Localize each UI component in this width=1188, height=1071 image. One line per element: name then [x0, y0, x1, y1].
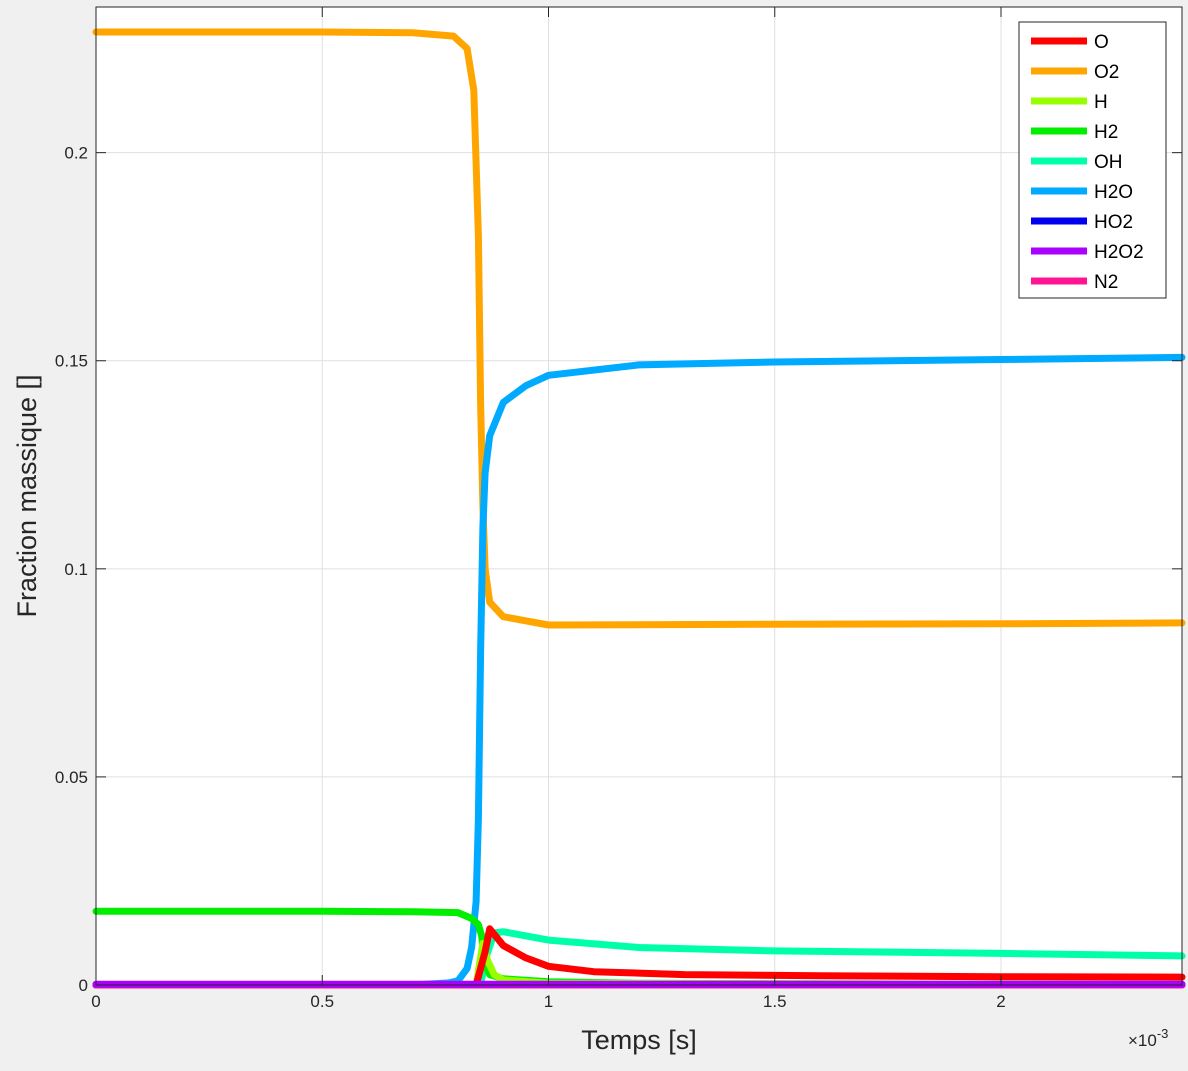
- y-tick-label: 0.05: [55, 768, 88, 787]
- y-tick-label: 0.2: [64, 144, 88, 163]
- x-tick-label: 1: [544, 992, 553, 1011]
- y-tick-label: 0.1: [64, 560, 88, 579]
- legend-label-o2: O2: [1094, 62, 1119, 83]
- legend-label-h: H: [1094, 92, 1108, 113]
- series-line-o: [92, 925, 1186, 989]
- x-axis-title: Temps [s]: [581, 1025, 697, 1055]
- legend-label-h2: H2: [1094, 122, 1118, 143]
- plot-frame: [95, 6, 1183, 986]
- y-tick-label: 0: [79, 976, 88, 995]
- x-exponent-base: ×10: [1128, 1031, 1157, 1050]
- legend: O O2 H H2 OH H2O HO2 H2O2 N2: [1018, 21, 1167, 299]
- x-tick-label: 0: [91, 992, 100, 1011]
- x-tick-label: 1.5: [763, 992, 787, 1011]
- axis-ticks: 0 0.5 1 1.5 2 0 0.05 0.1 0.15 0.2: [55, 7, 1182, 1011]
- legend-label-oh: OH: [1094, 152, 1123, 173]
- legend-label-n2: N2: [1094, 272, 1118, 293]
- x-tick-label: 2: [996, 992, 1005, 1011]
- legend-label-o: O: [1094, 32, 1109, 53]
- legend-label-h2o2: H2O2: [1094, 242, 1144, 263]
- legend-label-h2o: H2O: [1094, 182, 1133, 203]
- x-tick-label: 0.5: [310, 992, 334, 1011]
- x-exponent-power: -3: [1157, 1026, 1169, 1041]
- y-axis-title: Fraction massique []: [12, 374, 42, 617]
- series-line-o2: [92, 28, 1186, 629]
- legend-label-ho2: HO2: [1094, 212, 1133, 233]
- y-tick-label: 0.15: [55, 352, 88, 371]
- x-exponent: ×10-3: [1128, 1026, 1168, 1050]
